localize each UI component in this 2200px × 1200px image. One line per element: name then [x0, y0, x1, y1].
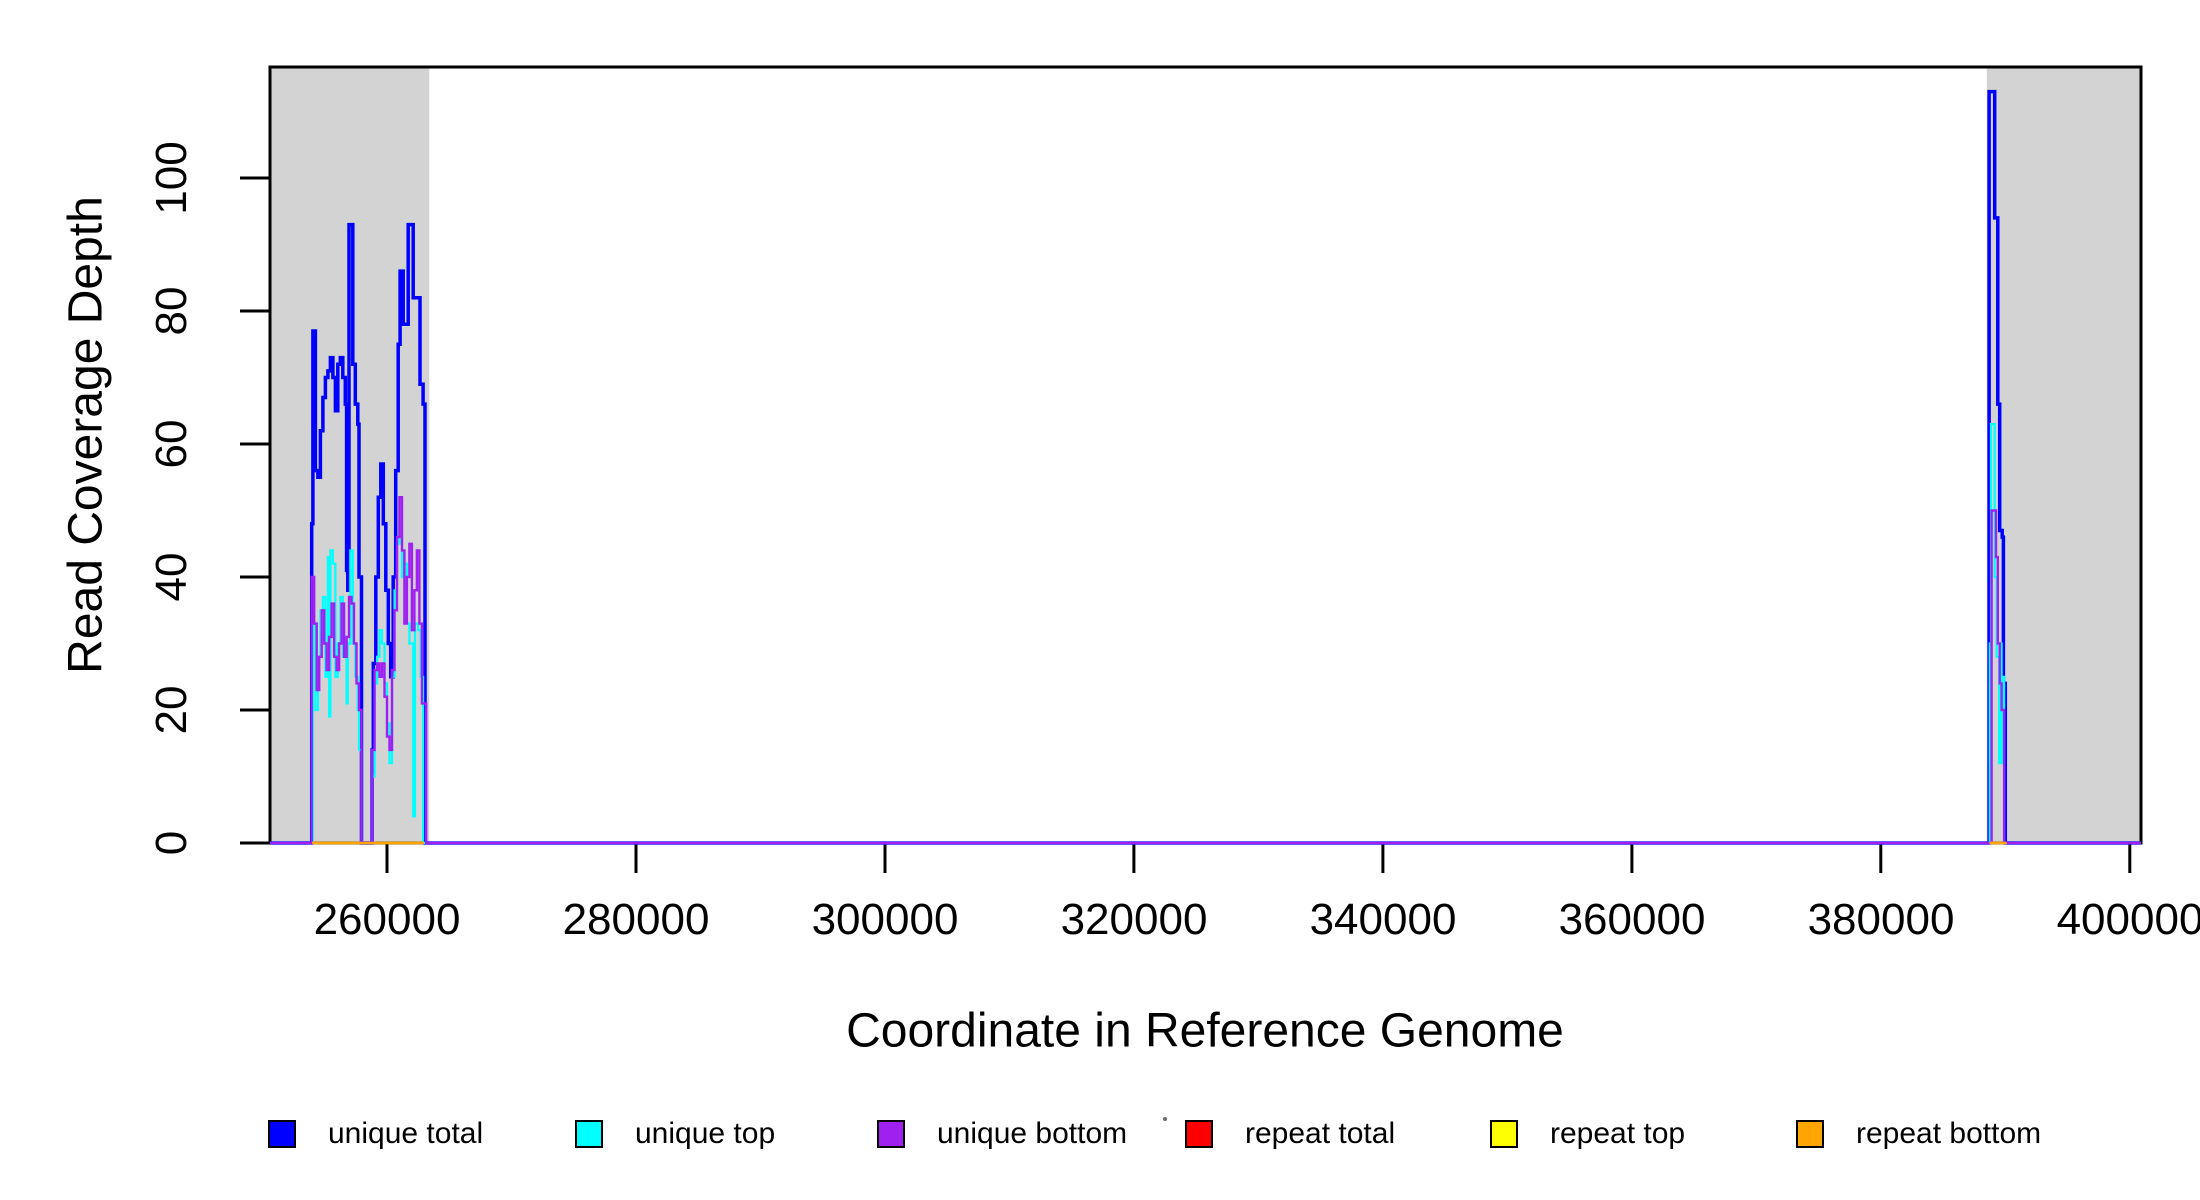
repeat-total-swatch	[1185, 1120, 1213, 1148]
unique-bottom-swatch	[877, 1120, 905, 1148]
y-tick-label: 80	[147, 286, 196, 336]
repeat-bottom-swatch	[1796, 1120, 1824, 1148]
legend-item-unique-top: unique top	[575, 1112, 775, 1156]
x-tick-label: 400000	[2056, 895, 2200, 944]
y-axis-title: Read Coverage Depth	[59, 196, 113, 674]
repeat-top-swatch	[1490, 1120, 1518, 1148]
legend-item-repeat-bottom: repeat bottom	[1796, 1112, 2041, 1156]
legend-item-unique-total: unique total	[268, 1112, 483, 1156]
legend-label: repeat total	[1245, 1117, 1396, 1150]
series-unique-total	[270, 89, 2141, 845]
legend-label: repeat top	[1550, 1117, 1686, 1150]
y-tick-label: 0	[147, 830, 196, 856]
x-tick-label: 260000	[313, 895, 461, 944]
x-tick-label: 300000	[811, 895, 959, 944]
x-axis-title: Coordinate in Reference Genome	[846, 1004, 1564, 1058]
y-tick-label: 20	[147, 685, 196, 735]
legend-item-repeat-top: repeat top	[1490, 1112, 1685, 1156]
y-tick-label: 100	[147, 141, 196, 215]
legend-label: unique total	[328, 1117, 484, 1150]
unique-top-swatch	[575, 1120, 603, 1148]
legend-item-repeat-total: repeat total	[1185, 1112, 1395, 1156]
series-unique-bottom	[270, 496, 2141, 845]
x-tick-label: 280000	[562, 895, 710, 944]
stray-dot-artifact	[1163, 1117, 1167, 1121]
x-tick-label: 380000	[1807, 895, 1955, 944]
y-tick-label: 40	[147, 552, 196, 602]
x-tick-label: 360000	[1558, 895, 1706, 944]
x-tick-label: 320000	[1060, 895, 1208, 944]
y-tick-label: 60	[147, 419, 196, 469]
legend-item-unique-bottom: unique bottom	[877, 1112, 1127, 1156]
plot-border	[268, 65, 2143, 845]
x-tick-label: 340000	[1309, 895, 1457, 944]
legend-label: unique top	[635, 1117, 776, 1150]
legend-label: unique bottom	[937, 1117, 1128, 1150]
series-unique-top	[270, 423, 2141, 845]
target-region-right	[1986, 67, 2141, 843]
legend-label: repeat bottom	[1856, 1117, 2042, 1150]
unique-total-swatch	[268, 1120, 296, 1148]
